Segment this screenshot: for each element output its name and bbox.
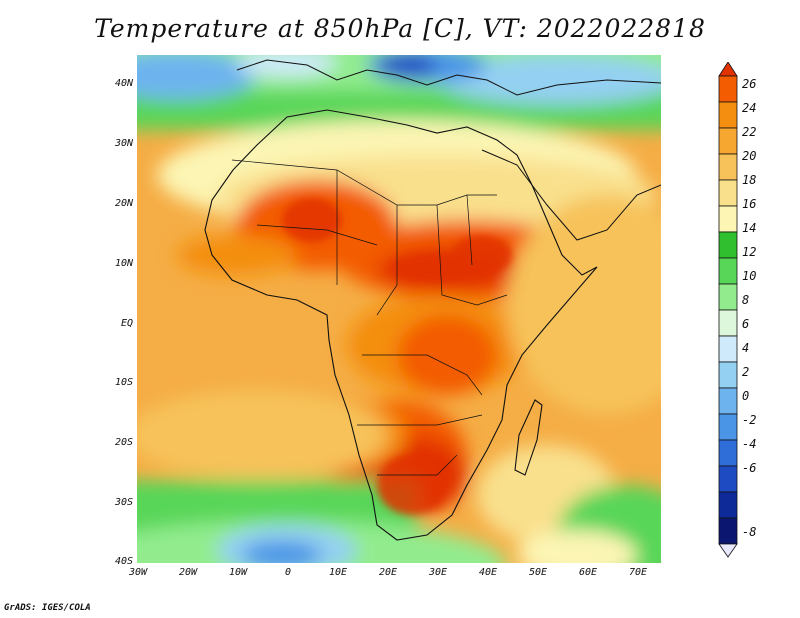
lon-label: 30E — [428, 567, 448, 578]
colorbar-label: 8 — [742, 293, 750, 307]
temperature-map — [137, 55, 661, 563]
lat-label: EQ — [120, 318, 133, 329]
colorbar-swatch — [718, 153, 738, 181]
colorbar-label: 20 — [742, 149, 757, 163]
lat-label: 40S — [114, 556, 133, 567]
lon-label: 30W — [128, 567, 148, 578]
colorbar-swatch — [718, 517, 738, 545]
coastline-madagascar — [514, 399, 543, 476]
colorbar-label: 0 — [742, 389, 750, 403]
lat-label: 30N — [114, 138, 133, 149]
temperature-field — [137, 55, 661, 563]
colorbar-swatches — [718, 61, 738, 558]
colorbar-label: 22 — [742, 125, 757, 139]
lon-label: 20E — [378, 567, 398, 578]
colorbar-label: 4 — [742, 341, 750, 355]
colorbar-swatch — [718, 75, 738, 103]
colorbar-label: 24 — [742, 101, 757, 115]
lat-label: 40N — [114, 78, 133, 89]
colorbar-label: -4 — [742, 437, 757, 451]
coastline-europe — [236, 59, 661, 96]
colorbar-swatch — [718, 439, 738, 467]
colorbar-swatch — [718, 335, 738, 363]
lat-label: 20S — [114, 437, 133, 448]
lon-label: 70E — [628, 567, 648, 578]
lon-label: 10E — [328, 567, 348, 578]
colorbar-swatch — [718, 205, 738, 233]
colorbar-label: 12 — [742, 245, 757, 259]
lon-label: 50E — [528, 567, 548, 578]
colorbar-swatch — [718, 387, 738, 415]
lat-label: 10S — [114, 377, 133, 388]
chart-title: Temperature at 850hPa [C], VT: 202202281… — [94, 14, 706, 43]
colorbar-swatch — [718, 413, 738, 441]
colorbar-label: 2 — [742, 365, 750, 379]
country-borders — [231, 159, 508, 476]
lat-label: 10N — [114, 258, 133, 269]
colorbar-swatch — [718, 543, 738, 558]
warm-cores — [282, 198, 512, 515]
colorbar-swatch — [718, 361, 738, 389]
colorbar-swatch — [718, 231, 738, 259]
colorbar-swatch — [718, 283, 738, 311]
colorbar-swatch — [718, 309, 738, 337]
lon-label: 40E — [478, 567, 498, 578]
colorbar-swatch — [718, 257, 738, 285]
colorbar-swatch — [718, 491, 738, 519]
lat-label: 20N — [114, 198, 133, 209]
colorbar-label: -6 — [742, 461, 757, 475]
colorbar-swatch — [718, 179, 738, 207]
colorbar-swatch — [718, 61, 738, 77]
colorbar-label: 26 — [742, 77, 757, 91]
colorbar-swatch — [718, 127, 738, 155]
colorbar-label: 10 — [742, 269, 757, 283]
colorbar-label: 14 — [742, 221, 757, 235]
lon-label: 60E — [578, 567, 598, 578]
coastline-africa — [204, 109, 598, 541]
lon-label: 20W — [178, 567, 198, 578]
colorbar-label: -8 — [742, 525, 757, 539]
colorbar-swatch — [718, 465, 738, 493]
credit-text: GrADS: IGES/COLA — [4, 603, 91, 613]
lon-label: 0 — [284, 567, 292, 578]
colorbar — [718, 61, 778, 558]
colorbar-label: 16 — [742, 197, 757, 211]
colorbar-label: 18 — [742, 173, 757, 187]
lat-label: 30S — [114, 497, 133, 508]
colorbar-label: 6 — [742, 317, 750, 331]
lon-label: 10W — [228, 567, 248, 578]
colorbar-label: -2 — [742, 413, 757, 427]
arabia-outline — [481, 149, 661, 241]
colorbar-swatch — [718, 101, 738, 129]
